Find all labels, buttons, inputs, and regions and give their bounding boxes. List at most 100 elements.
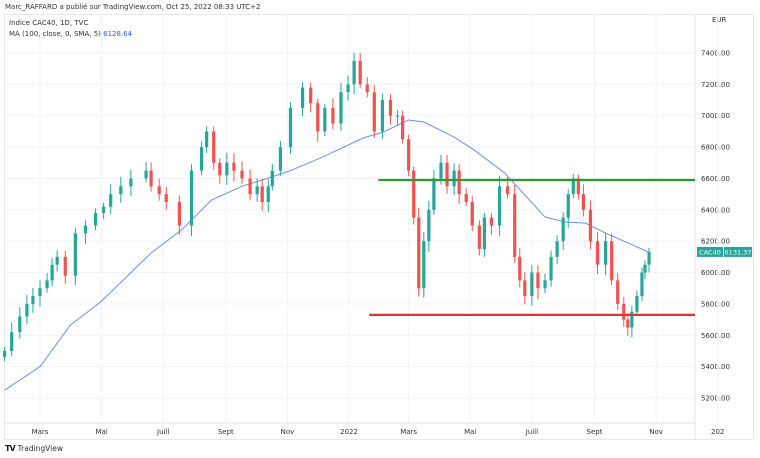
- candle: [240, 161, 244, 184]
- candle-body: [232, 162, 236, 171]
- candle: [278, 140, 282, 177]
- candle-body: [73, 233, 77, 276]
- candle-body: [365, 84, 369, 93]
- candle: [164, 187, 168, 210]
- candle: [518, 248, 522, 288]
- candle: [380, 93, 384, 140]
- candle: [422, 231, 426, 298]
- candle: [149, 162, 153, 192]
- candle: [3, 347, 7, 362]
- candle: [477, 220, 481, 256]
- x-tick-label: Mai: [464, 428, 476, 436]
- candle-body: [566, 194, 570, 218]
- x-tick-label: Mars: [400, 428, 417, 436]
- y-tick-label: 5400.00: [701, 363, 730, 371]
- candle: [365, 76, 369, 98]
- y-tick-label: 6200.00: [701, 238, 730, 246]
- candle: [595, 232, 600, 274]
- candle-body: [640, 272, 644, 297]
- y-tick-label: 7200.00: [701, 81, 730, 89]
- candle: [358, 53, 362, 89]
- x-tick-label: Sept: [587, 428, 603, 436]
- candle-body: [571, 178, 575, 195]
- chart-legend: Indice CAC40, 1D, TVC MA (100, close, 0,…: [9, 18, 132, 40]
- candle: [266, 179, 270, 213]
- symbol-badge-label: CAC40: [699, 248, 721, 256]
- tradingview-brand[interactable]: TV TradingView: [5, 444, 63, 453]
- candle-body: [595, 241, 600, 265]
- candle: [10, 322, 14, 357]
- candle-body: [83, 225, 88, 234]
- candle: [31, 287, 35, 313]
- candle: [604, 232, 608, 276]
- candle-body: [358, 60, 362, 85]
- candle: [643, 260, 647, 279]
- candle-body: [164, 194, 168, 202]
- candle: [200, 141, 204, 176]
- candle-body: [400, 115, 405, 140]
- y-tick-label: 5600.00: [701, 332, 730, 340]
- candle: [260, 178, 264, 211]
- candle-body: [452, 170, 456, 187]
- candle-body: [31, 296, 35, 304]
- candle: [635, 290, 639, 316]
- candle-body: [240, 170, 244, 179]
- candle-body: [177, 201, 181, 226]
- candle-body: [610, 241, 614, 281]
- candle: [630, 305, 634, 338]
- candle: [497, 176, 502, 236]
- candle: [119, 176, 123, 203]
- candle-body: [417, 217, 421, 289]
- candle-body: [119, 186, 123, 195]
- candle-body: [50, 264, 54, 281]
- candle-body: [248, 178, 252, 195]
- candle: [93, 208, 98, 231]
- candle-body: [200, 147, 204, 171]
- last-price-label: 6131.37: [725, 248, 752, 256]
- candle-body: [10, 332, 14, 351]
- candle: [73, 227, 77, 286]
- x-tick-label: Juill: [525, 428, 538, 436]
- candle-body: [518, 256, 522, 281]
- candle: [555, 235, 559, 265]
- candle-body: [622, 303, 626, 320]
- candle: [536, 265, 540, 300]
- candle: [616, 273, 620, 310]
- candle: [445, 155, 449, 194]
- candle: [647, 247, 651, 273]
- candle: [464, 188, 468, 207]
- candle-body: [616, 280, 620, 304]
- candle: [581, 184, 585, 217]
- candle: [352, 52, 356, 95]
- candle-body: [604, 241, 608, 265]
- candle-body: [63, 256, 67, 276]
- candle: [395, 110, 400, 126]
- candle: [470, 196, 474, 231]
- y-tick-label: 7400.00: [701, 50, 730, 58]
- x-tick-label: Mars: [32, 428, 49, 436]
- candle-body: [477, 225, 481, 250]
- candle: [83, 220, 88, 245]
- ma-legend: MA (100, close, 0, SMA, 5) 6128.64: [9, 29, 132, 40]
- candle-body: [218, 162, 222, 176]
- candle-body: [102, 206, 106, 213]
- candle: [25, 295, 29, 325]
- candle-body: [189, 170, 194, 226]
- candle: [102, 202, 106, 220]
- y-tick-label: 6600.00: [701, 175, 730, 183]
- candle-body: [309, 87, 313, 104]
- x-tick-label: Nov: [649, 428, 663, 436]
- candle: [55, 250, 59, 272]
- candle-body: [278, 147, 282, 171]
- candle-body: [536, 272, 540, 289]
- x-tick-label: 2022: [340, 428, 358, 436]
- chart-frame: [4, 14, 754, 440]
- brand-label: TradingView: [17, 444, 63, 453]
- candle-body: [18, 316, 22, 333]
- candle-body: [432, 178, 436, 210]
- candle: [205, 126, 209, 153]
- candle-body: [626, 319, 630, 328]
- candle: [588, 200, 593, 250]
- candle: [339, 82, 343, 131]
